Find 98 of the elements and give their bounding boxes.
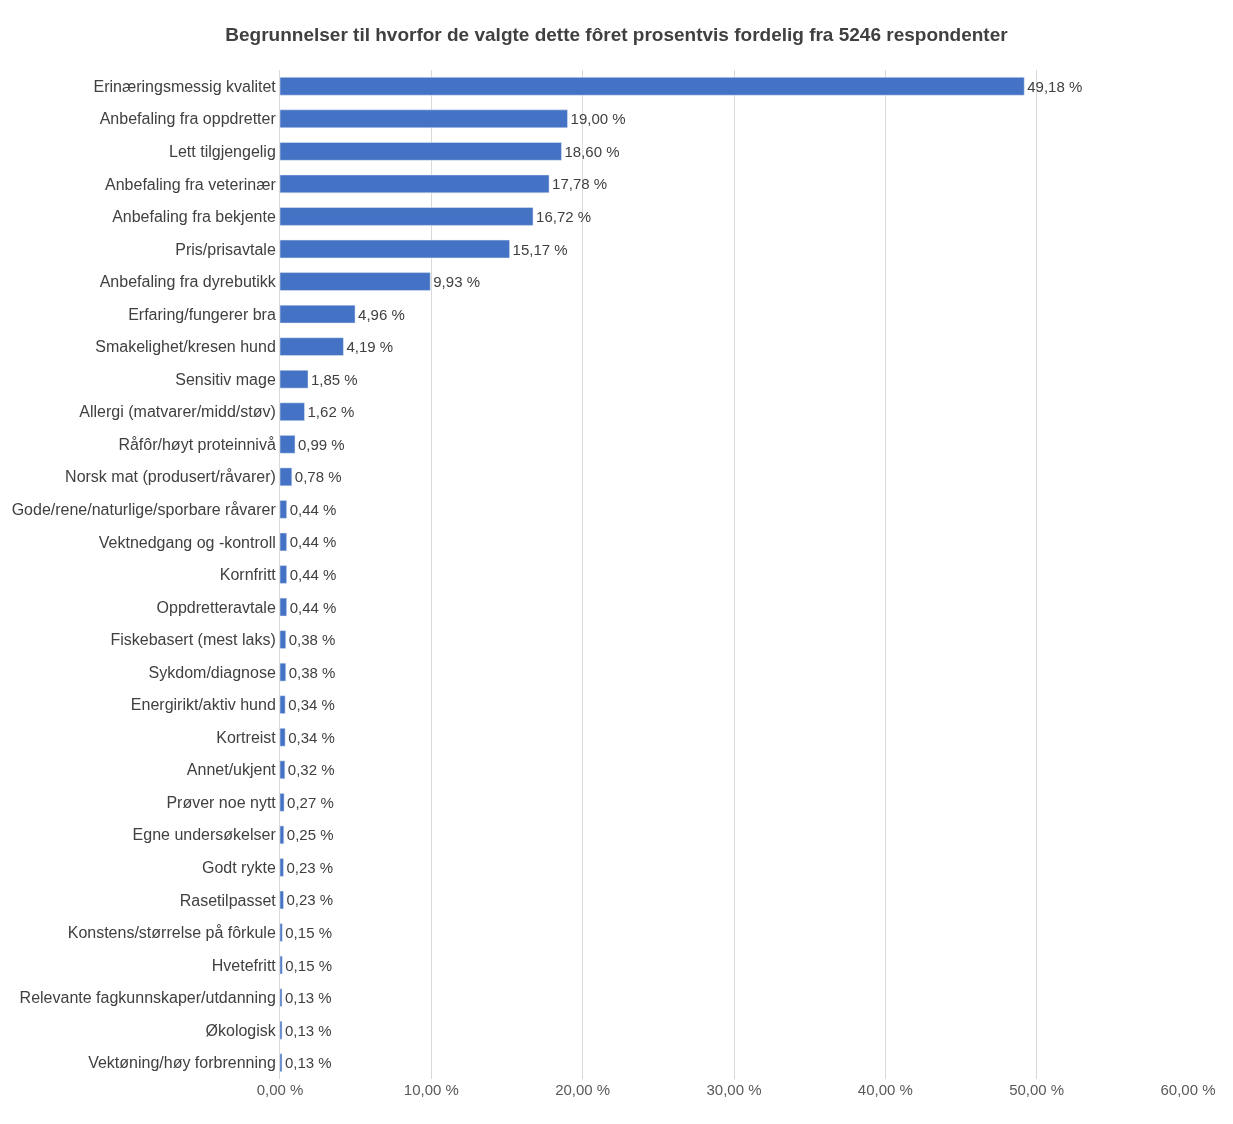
- data-label: 0,38 %: [288, 631, 336, 649]
- y-tick-label: Økologisk: [205, 1021, 277, 1039]
- x-tick-label: 60,00 %: [1160, 1081, 1216, 1098]
- bar: [280, 955, 283, 975]
- data-label: 49,18 %: [1027, 77, 1083, 95]
- y-tick-label: Fiskebasert (mest laks): [110, 631, 276, 649]
- data-label: 9,93 %: [433, 273, 480, 291]
- bar: [280, 207, 534, 226]
- y-tick-label: Råfôr/høyt proteinnivå: [118, 435, 276, 453]
- bar: [280, 435, 296, 454]
- data-label: 0,32 %: [287, 761, 335, 779]
- bar: [280, 793, 285, 812]
- data-label: 0,44 %: [289, 533, 337, 551]
- x-tick-label: 50,00 %: [1009, 1081, 1065, 1098]
- data-label: 0,13 %: [284, 1021, 332, 1039]
- data-label: 17,78 %: [552, 175, 608, 193]
- x-tick-label: 0,00 %: [256, 1081, 304, 1098]
- data-label: 4,19 %: [346, 338, 394, 356]
- data-label: 0,38 %: [288, 663, 336, 681]
- bar: [280, 532, 287, 552]
- y-tick-label: Pris/prisavtale: [175, 240, 276, 258]
- y-tick-label: Oppdretteravtale: [156, 598, 276, 616]
- data-label: 0,15 %: [285, 956, 332, 974]
- y-tick-label: Lett tilgjengelig: [169, 142, 276, 160]
- data-label: 0,78 %: [294, 468, 342, 486]
- bar: [280, 467, 293, 487]
- x-tick-label: 30,00 %: [706, 1081, 762, 1098]
- x-tick-label: 10,00 %: [403, 1081, 459, 1098]
- x-tick-label: 40,00 %: [857, 1081, 913, 1098]
- bar: [280, 500, 287, 519]
- data-label: 0,44 %: [289, 500, 337, 518]
- y-tick-label: Norsk mat (produsert/råvarer): [65, 468, 276, 486]
- y-tick-label: Erfaring/fungerer bra: [128, 305, 276, 323]
- bar: [280, 239, 510, 259]
- data-label: 0,44 %: [289, 598, 337, 616]
- bar: [280, 142, 562, 161]
- data-label: 0,34 %: [288, 696, 335, 714]
- chart-title: Begrunnelser til hvorfor de valgte dette fôret prosentvis fordelig fra 5246 respondenter: [225, 24, 1009, 46]
- y-tick-label: Anbefaling fra dyrebutikk: [99, 273, 277, 291]
- bar: [280, 272, 431, 291]
- bar: [280, 825, 285, 845]
- bar: [280, 695, 286, 714]
- bar: [280, 370, 309, 389]
- data-label: 0,25 %: [286, 826, 334, 844]
- data-label: 0,27 %: [287, 793, 334, 811]
- y-tick-label: Anbefaling fra veterinær: [105, 175, 277, 193]
- bar: [280, 565, 287, 584]
- y-tick-label: Annet/ukjent: [186, 761, 277, 779]
- bar: [280, 760, 286, 779]
- y-tick-label: Kornfritt: [219, 566, 277, 584]
- data-label: 0,34 %: [288, 728, 335, 746]
- bar: [280, 662, 286, 682]
- y-tick-label: Prøver noe nytt: [166, 793, 277, 811]
- bar: [280, 304, 356, 324]
- bar: [280, 597, 287, 617]
- data-label: 4,96 %: [358, 305, 405, 323]
- bar: [280, 77, 1025, 96]
- data-label: 0,13 %: [284, 1054, 332, 1072]
- y-tick-label: Hvetefritt: [211, 956, 277, 974]
- data-label: 18,60 %: [564, 142, 620, 160]
- bar: [280, 923, 283, 942]
- y-tick-label: Godt rykte: [201, 859, 276, 877]
- y-tick-label: Smakelighet/kresen hund: [95, 338, 276, 356]
- y-tick-label: Relevante fagkunnskaper/utdanning: [19, 989, 276, 1007]
- y-tick-label: Rasetilpasset: [179, 891, 277, 909]
- bar: [280, 109, 568, 129]
- bar: [280, 728, 286, 747]
- data-label: 0,23 %: [286, 891, 334, 909]
- y-tick-label: Erinæringsmessig kvalitet: [93, 77, 277, 95]
- data-label: 0,99 %: [297, 435, 345, 453]
- y-tick-label: Allergi (matvarer/midd/støv): [79, 403, 276, 421]
- y-tick-label: Anbefaling fra bekjente: [112, 208, 276, 226]
- y-tick-label: Gode/rene/naturlige/sporbare råvarer: [11, 501, 277, 518]
- data-label: 15,17 %: [512, 240, 568, 258]
- y-tick-label: Anbefaling fra oppdretter: [99, 110, 277, 128]
- bar: [280, 630, 286, 649]
- y-tick-label: Vektnedgang og -kontroll: [98, 533, 276, 551]
- data-label: 19,00 %: [570, 110, 626, 128]
- y-tick-label: Egne undersøkelser: [132, 826, 277, 844]
- data-label: 0,23 %: [286, 858, 334, 876]
- y-tick-label: Energirikt/aktiv hund: [130, 696, 276, 714]
- data-label: 0,15 %: [285, 924, 332, 942]
- y-tick-label: Sykdom/diagnose: [148, 663, 276, 681]
- data-label: 0,13 %: [284, 989, 332, 1007]
- y-tick-label: Kortreist: [216, 728, 277, 746]
- x-tick-label: 20,00 %: [555, 1081, 611, 1098]
- bar: [280, 337, 344, 356]
- bar: [280, 174, 550, 194]
- y-tick-label: Konstens/størrelse på fôrkule: [67, 924, 276, 942]
- data-label: 0,44 %: [289, 566, 337, 583]
- bar: [280, 402, 305, 421]
- data-label: 16,72 %: [536, 207, 592, 225]
- y-tick-label: Vektøning/høy forbrenning: [88, 1054, 276, 1072]
- bar: [280, 890, 284, 910]
- data-label: 1,85 %: [311, 370, 358, 388]
- y-tick-label: Sensitiv mage: [175, 370, 276, 388]
- bar: [280, 858, 284, 877]
- data-label: 1,62 %: [307, 403, 355, 421]
